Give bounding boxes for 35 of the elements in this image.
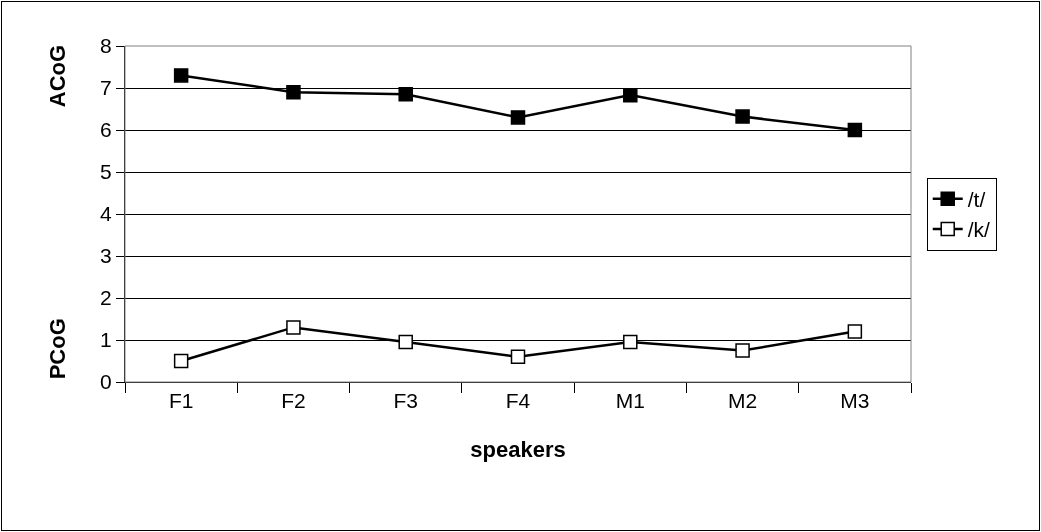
point <box>847 122 863 138</box>
y-tick-label: 6 <box>100 118 112 142</box>
x-tick-label: M2 <box>727 389 758 413</box>
y-tick-label: 8 <box>100 34 112 58</box>
point <box>623 87 638 103</box>
legend-label: /t/ <box>967 187 986 211</box>
point <box>286 84 301 100</box>
text: PCoG <box>44 318 70 380</box>
x-tick-label: F4 <box>505 389 531 413</box>
x-tick-label: F3 <box>393 389 418 413</box>
point <box>173 68 189 83</box>
point <box>173 353 189 369</box>
y-tick-label: 4 <box>100 202 113 226</box>
x-tick-label: F2 <box>281 389 306 413</box>
point <box>286 320 301 335</box>
point <box>398 334 413 350</box>
point <box>847 324 863 339</box>
x-axis-title: speakers <box>470 437 566 463</box>
x-tick-label: F1 <box>168 389 194 413</box>
point <box>398 87 413 102</box>
y-tick-label: 3 <box>100 244 112 268</box>
y-tick-label: 0 <box>100 370 112 394</box>
point <box>735 343 750 358</box>
point <box>510 110 526 125</box>
y-axis-title: ACoG <box>44 44 70 108</box>
y-tick-label: 2 <box>100 286 112 310</box>
point <box>510 349 526 365</box>
x-tick-label: M1 <box>615 389 645 413</box>
y-tick-label: 5 <box>100 160 112 184</box>
y-tick-label: 7 <box>100 76 112 100</box>
y-tick-label: 1 <box>100 328 112 352</box>
legend-label: /k/ <box>967 218 991 242</box>
x-tick-label: M3 <box>840 389 870 413</box>
point <box>623 334 638 350</box>
point <box>735 109 750 124</box>
